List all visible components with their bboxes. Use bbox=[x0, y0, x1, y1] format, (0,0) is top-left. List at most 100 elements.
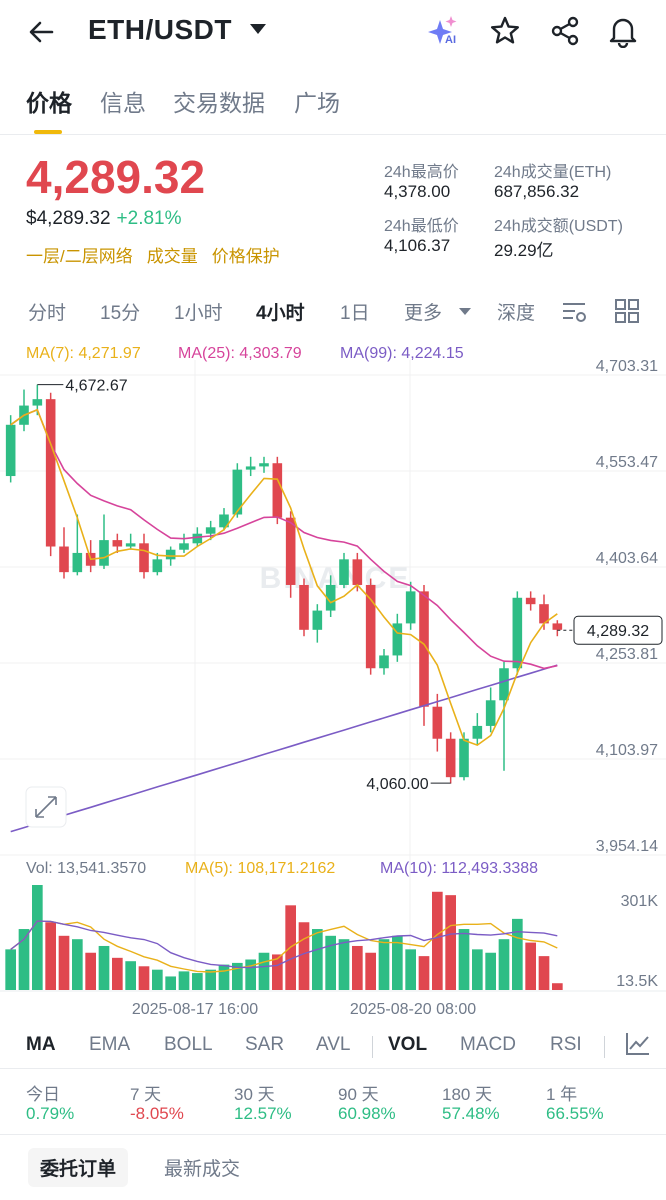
indicator-ema[interactable]: EMA bbox=[89, 1034, 131, 1055]
candle bbox=[459, 738, 469, 778]
y-tick-label: 4,703.31 bbox=[596, 358, 658, 375]
y-tick-label: 4,103.97 bbox=[596, 742, 658, 759]
interval-4h[interactable]: 4小时 bbox=[256, 303, 305, 324]
candle bbox=[245, 466, 256, 470]
stat-low-label: 24h最低价 bbox=[384, 218, 459, 235]
indicator-settings-icon[interactable] bbox=[560, 298, 588, 326]
perf-value: 0.79% bbox=[26, 1104, 75, 1123]
volume-bar bbox=[232, 962, 243, 990]
perf-label: 30 天 bbox=[234, 1085, 275, 1104]
volume-bar bbox=[298, 922, 310, 990]
volume-bar bbox=[512, 918, 523, 990]
x-tick-label: 2025-08-20 08:00 bbox=[350, 1001, 476, 1018]
stat-vol-eth-label: 24h成交量(ETH) bbox=[494, 164, 612, 181]
candle bbox=[472, 725, 483, 739]
candle bbox=[232, 469, 243, 515]
volume-bar bbox=[205, 969, 216, 990]
candle bbox=[205, 527, 216, 534]
candle bbox=[125, 543, 136, 547]
indicator-ma[interactable]: MA bbox=[26, 1034, 56, 1055]
interval-15m[interactable]: 15分 bbox=[100, 303, 141, 324]
tab-info[interactable]: 信息 bbox=[100, 90, 146, 116]
volume-bar bbox=[432, 891, 443, 990]
volume-bar bbox=[18, 929, 30, 990]
tab-latest-trades[interactable]: 最新成交 bbox=[164, 1159, 241, 1180]
volume-bar bbox=[458, 929, 470, 990]
pair-dropdown-caret-icon[interactable] bbox=[250, 24, 266, 34]
tag-l1-l2[interactable]: 一层/二层网络 bbox=[26, 247, 133, 266]
interval-1h[interactable]: 1小时 bbox=[174, 303, 223, 324]
y-tick-label: 3,954.14 bbox=[596, 838, 658, 855]
stat-low-value: 4,106.37 bbox=[384, 236, 451, 255]
volume-bar bbox=[525, 942, 536, 990]
tab-open-orders[interactable]: 委托订单 bbox=[28, 1148, 129, 1187]
share-icon[interactable] bbox=[548, 14, 582, 48]
tag-links: 一层/二层网络 成交量 价格保护 bbox=[26, 242, 294, 267]
interval-depth[interactable]: 深度 bbox=[497, 303, 536, 324]
volume-bar bbox=[338, 939, 350, 990]
tab-square[interactable]: 广场 bbox=[294, 90, 340, 116]
pair-title[interactable]: ETH/USDT bbox=[88, 14, 232, 45]
perf-value: 12.57% bbox=[234, 1104, 292, 1123]
volume-bar bbox=[98, 945, 110, 990]
candle bbox=[485, 700, 496, 726]
order-tabs: 委托订单 最新成交 bbox=[0, 1140, 666, 1190]
indicator-boll[interactable]: BOLL bbox=[164, 1034, 213, 1055]
perf-value: 57.48% bbox=[442, 1104, 500, 1123]
candle bbox=[219, 514, 229, 528]
volume-bar bbox=[272, 954, 283, 990]
interval-1d[interactable]: 1日 bbox=[340, 303, 370, 324]
grid-layout-icon[interactable] bbox=[614, 298, 640, 324]
stat-vol-usdt-value: 29.29亿 bbox=[494, 241, 554, 260]
candle bbox=[525, 597, 536, 605]
candle bbox=[299, 584, 309, 630]
current-price-label: 4,289.32 bbox=[587, 623, 649, 640]
candle bbox=[192, 533, 203, 544]
ma25-line bbox=[10, 408, 558, 670]
interval-line[interactable]: 分时 bbox=[28, 303, 67, 324]
indicator-edit-icon[interactable] bbox=[624, 1030, 652, 1058]
volume-bar bbox=[472, 949, 483, 990]
volume-ma10-line bbox=[10, 920, 558, 969]
volume-bar bbox=[165, 976, 176, 990]
candle bbox=[445, 738, 456, 778]
candle bbox=[259, 463, 269, 467]
volume-bar bbox=[178, 971, 190, 990]
star-icon[interactable] bbox=[488, 14, 522, 48]
tag-volume[interactable]: 成交量 bbox=[146, 247, 198, 266]
high-marker-label: 4,672.67 bbox=[65, 378, 127, 395]
more-caret-icon[interactable] bbox=[459, 308, 471, 315]
back-arrow-icon[interactable] bbox=[26, 16, 58, 48]
ai-sparkle-icon[interactable]: AI bbox=[426, 14, 460, 48]
indicator-rsi[interactable]: RSI bbox=[550, 1034, 582, 1055]
bell-icon[interactable] bbox=[606, 14, 640, 48]
divider bbox=[0, 1134, 666, 1135]
tag-price-protection[interactable]: 价格保护 bbox=[211, 247, 280, 266]
volume-bar bbox=[552, 983, 563, 990]
indicator-sar[interactable]: SAR bbox=[245, 1034, 285, 1055]
indicator-separator bbox=[604, 1036, 605, 1058]
price-change: +2.81% bbox=[116, 208, 182, 229]
y-tick-label: 4,253.81 bbox=[596, 646, 658, 663]
perf-value: 60.98% bbox=[338, 1104, 396, 1123]
volume-bar bbox=[5, 949, 16, 990]
perf-label: 90 天 bbox=[338, 1085, 379, 1104]
candle bbox=[392, 623, 403, 656]
indicator-macd[interactable]: MACD bbox=[460, 1034, 516, 1055]
volume-bar bbox=[45, 922, 56, 990]
stat-vol-eth-value: 687,856.32 bbox=[494, 182, 580, 201]
price-sub: $4,289.32 +2.81% bbox=[26, 208, 182, 230]
volume-tick-label: 301K bbox=[621, 893, 659, 910]
volume-bar bbox=[245, 959, 256, 990]
y-tick-label: 4,553.47 bbox=[596, 454, 658, 471]
indicator-avl[interactable]: AVL bbox=[316, 1034, 351, 1055]
perf-value: -8.05% bbox=[130, 1104, 184, 1123]
interval-more[interactable]: 更多 bbox=[404, 303, 443, 324]
stat-vol-usdt-label: 24h成交额(USDT) bbox=[494, 218, 623, 235]
indicator-vol[interactable]: VOL bbox=[388, 1034, 428, 1055]
tab-price[interactable]: 价格 bbox=[26, 90, 72, 116]
candlestick-chart[interactable]: 4,703.31 4,553.47 4,403.64 4,253.81 4,103.97… bbox=[0, 340, 666, 1020]
tab-trading-data[interactable]: 交易数据 bbox=[173, 90, 265, 116]
perf-label: 7 天 bbox=[130, 1085, 162, 1104]
perf-label: 今日 bbox=[26, 1085, 60, 1104]
